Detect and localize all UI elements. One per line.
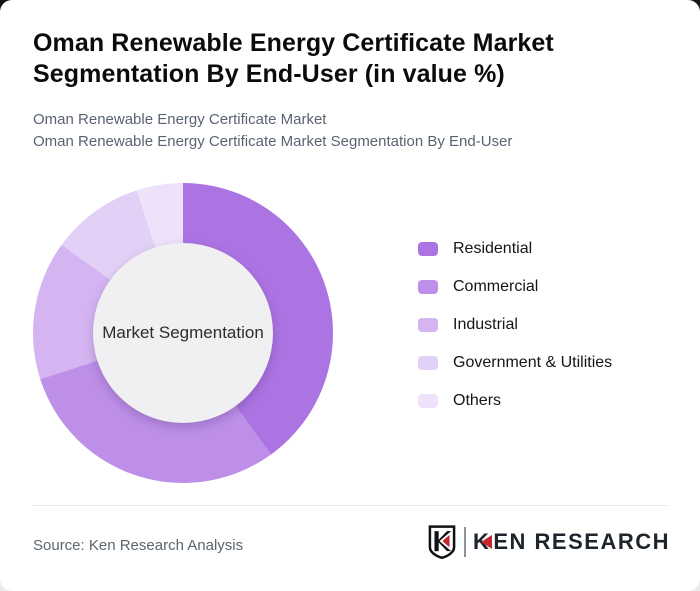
red-triangle-icon [481,535,493,549]
subtitle-line-1: Oman Renewable Energy Certificate Market [33,111,327,128]
legend-label: Government & Utilities [453,354,613,371]
donut-chart[interactable]: Market Segmentation [33,183,333,483]
source-text: Source: Ken Research Analysis [33,537,244,554]
chart-subtitle: Oman Renewable Energy Certificate Market… [33,109,663,153]
legend-swatch [418,356,438,370]
legend: Residential Commercial Industrial Governmen… [418,240,613,431]
legend-label: Industrial [453,316,518,333]
brand-logo: K EN RESEARCH [427,524,670,560]
legend-swatch [418,394,438,408]
logo-separator [463,527,466,557]
donut-center-disc: Market Segmentation [93,243,273,423]
brand-wordmark-rest: EN RESEARCH [493,529,670,554]
legend-item[interactable]: Residential [418,240,612,257]
shield-icon [428,525,456,560]
legend-item[interactable]: Industrial [418,316,612,333]
legend-label: Residential [453,240,533,257]
legend-swatch [418,318,438,332]
footer-divider [33,505,667,506]
legend-item[interactable]: Commercial [418,278,612,295]
legend-swatch [418,242,438,256]
donut-center-label: Market Segmentation [102,323,264,342]
legend-item[interactable]: Government & Utilities [418,354,613,371]
legend-swatch [418,280,438,294]
legend-label: Commercial [453,278,539,295]
page-title-line-1: Oman Renewable Energy Certificate Market [33,29,554,57]
page-title-line-2: Segmentation By End-User (in value %) [33,60,505,88]
subtitle-line-2: Oman Renewable Energy Certificate Market… [33,132,513,150]
legend-item[interactable]: Others [418,392,612,409]
legend-label: Others [453,392,502,409]
page-title: Oman Renewable Energy Certificate Market… [33,28,643,90]
brand-wordmark: K EN RESEARCH [473,529,670,555]
